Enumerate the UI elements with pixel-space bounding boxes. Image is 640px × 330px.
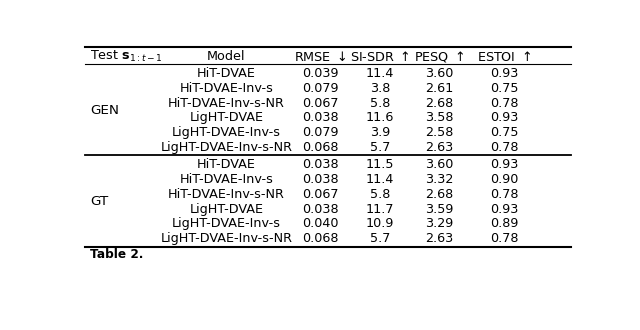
Text: 3.8: 3.8 <box>370 82 390 95</box>
Text: 11.4: 11.4 <box>366 173 394 186</box>
Text: 0.93: 0.93 <box>490 112 518 124</box>
Text: HiT-DVAE: HiT-DVAE <box>197 67 256 80</box>
Text: 0.067: 0.067 <box>302 97 339 110</box>
Text: 0.78: 0.78 <box>490 141 518 154</box>
Text: 3.60: 3.60 <box>426 67 454 80</box>
Text: ESTOI $\uparrow$: ESTOI $\uparrow$ <box>477 50 531 64</box>
Text: LigHT-DVAE: LigHT-DVAE <box>189 112 263 124</box>
Text: 2.63: 2.63 <box>426 232 454 245</box>
Text: HiT-DVAE-Inv-s: HiT-DVAE-Inv-s <box>179 173 273 186</box>
Text: HiT-DVAE: HiT-DVAE <box>197 158 256 172</box>
Text: Table 2.: Table 2. <box>90 248 143 261</box>
Text: 0.038: 0.038 <box>302 158 339 172</box>
Text: 2.63: 2.63 <box>426 141 454 154</box>
Text: 3.58: 3.58 <box>426 112 454 124</box>
Text: 0.038: 0.038 <box>302 112 339 124</box>
Text: 11.7: 11.7 <box>366 203 394 215</box>
Text: 0.038: 0.038 <box>302 173 339 186</box>
Text: 0.068: 0.068 <box>302 232 339 245</box>
Text: 0.78: 0.78 <box>490 188 518 201</box>
Text: 0.068: 0.068 <box>302 141 339 154</box>
Text: Model: Model <box>207 50 246 63</box>
Text: 2.68: 2.68 <box>426 188 454 201</box>
Text: LigHT-DVAE-Inv-s: LigHT-DVAE-Inv-s <box>172 126 281 139</box>
Text: 0.90: 0.90 <box>490 173 518 186</box>
Text: SI-SDR $\uparrow$: SI-SDR $\uparrow$ <box>350 50 410 64</box>
Text: PESQ $\uparrow$: PESQ $\uparrow$ <box>414 49 465 64</box>
Text: GEN: GEN <box>90 104 119 117</box>
Text: LigHT-DVAE-Inv-s-NR: LigHT-DVAE-Inv-s-NR <box>160 141 292 154</box>
Text: 0.78: 0.78 <box>490 97 518 110</box>
Text: HiT-DVAE-Inv-s: HiT-DVAE-Inv-s <box>179 82 273 95</box>
Text: LigHT-DVAE: LigHT-DVAE <box>189 203 263 215</box>
Text: 0.75: 0.75 <box>490 126 518 139</box>
Text: 0.040: 0.040 <box>302 217 339 230</box>
Text: 0.89: 0.89 <box>490 217 518 230</box>
Text: 10.9: 10.9 <box>366 217 394 230</box>
Text: Test $\mathbf{s}_{1:t-1}$: Test $\mathbf{s}_{1:t-1}$ <box>90 49 163 64</box>
Text: GT: GT <box>90 195 108 208</box>
Text: 0.93: 0.93 <box>490 203 518 215</box>
Text: HiT-DVAE-Inv-s-NR: HiT-DVAE-Inv-s-NR <box>168 97 285 110</box>
Text: 11.6: 11.6 <box>366 112 394 124</box>
Text: 0.78: 0.78 <box>490 232 518 245</box>
Text: 3.59: 3.59 <box>426 203 454 215</box>
Text: 0.93: 0.93 <box>490 67 518 80</box>
Text: 3.60: 3.60 <box>426 158 454 172</box>
Text: 2.58: 2.58 <box>426 126 454 139</box>
Text: 0.93: 0.93 <box>490 158 518 172</box>
Text: 11.5: 11.5 <box>366 158 394 172</box>
Text: 2.68: 2.68 <box>426 97 454 110</box>
Text: 3.29: 3.29 <box>426 217 454 230</box>
Text: 2.61: 2.61 <box>426 82 454 95</box>
Text: 3.32: 3.32 <box>426 173 454 186</box>
Text: 0.079: 0.079 <box>302 126 339 139</box>
Text: LigHT-DVAE-Inv-s: LigHT-DVAE-Inv-s <box>172 217 281 230</box>
Text: 0.079: 0.079 <box>302 82 339 95</box>
Text: 11.4: 11.4 <box>366 67 394 80</box>
Text: RMSE $\downarrow$: RMSE $\downarrow$ <box>294 50 347 64</box>
Text: 5.8: 5.8 <box>370 188 390 201</box>
Text: 0.067: 0.067 <box>302 188 339 201</box>
Text: 0.038: 0.038 <box>302 203 339 215</box>
Text: 5.7: 5.7 <box>370 232 390 245</box>
Text: LigHT-DVAE-Inv-s-NR: LigHT-DVAE-Inv-s-NR <box>160 232 292 245</box>
Text: 0.75: 0.75 <box>490 82 518 95</box>
Text: 5.8: 5.8 <box>370 97 390 110</box>
Text: HiT-DVAE-Inv-s-NR: HiT-DVAE-Inv-s-NR <box>168 188 285 201</box>
Text: 5.7: 5.7 <box>370 141 390 154</box>
Text: 3.9: 3.9 <box>370 126 390 139</box>
Text: 0.039: 0.039 <box>302 67 339 80</box>
